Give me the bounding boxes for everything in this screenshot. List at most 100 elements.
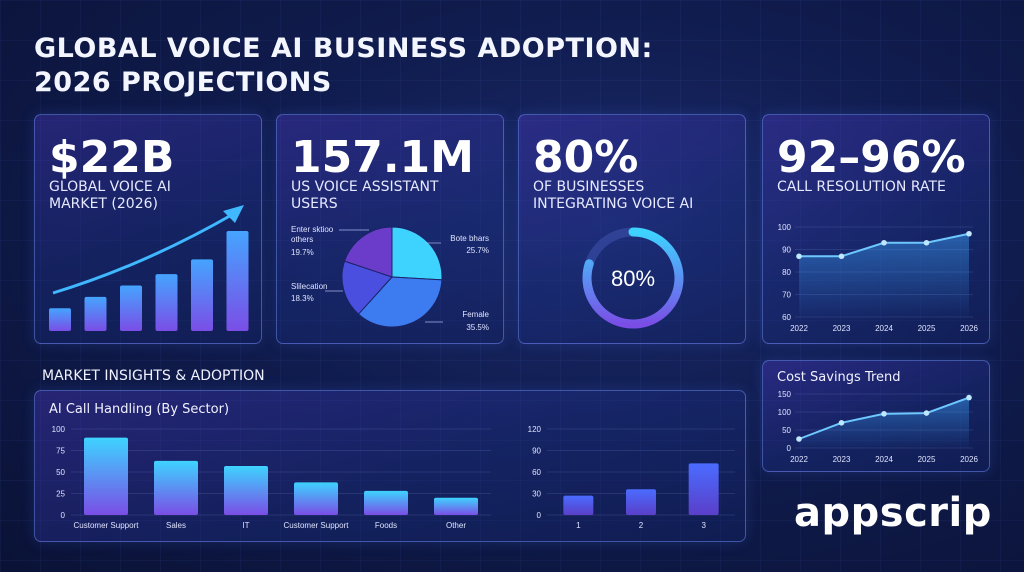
y-tick-label: 80 bbox=[782, 268, 791, 277]
x-category-label: 1 bbox=[576, 521, 581, 530]
y-tick-label: 75 bbox=[56, 447, 65, 456]
pie-pct: 18.3% bbox=[291, 294, 314, 303]
x-tick-label: 2023 bbox=[833, 455, 851, 464]
title-line-2: 2026 PROJECTIONS bbox=[34, 67, 332, 98]
kpi-label-line-2: INTEGRATING VOICE AI bbox=[533, 196, 694, 212]
x-category-label: IT bbox=[242, 521, 249, 530]
resolution-rate-chart: 60 70 80 90 100 2022 2023 2024 2025 2026 bbox=[778, 223, 979, 333]
pie-slice bbox=[357, 276, 443, 328]
x-category-label: Customer Support bbox=[284, 521, 350, 530]
kpi-label-line-1: CALL RESOLUTION RATE bbox=[777, 179, 946, 195]
bar bbox=[224, 465, 268, 515]
market-growth-chart bbox=[49, 205, 249, 331]
pie-label: Slilecation bbox=[291, 282, 327, 291]
x-tick-label: 2025 bbox=[918, 455, 936, 464]
kpi-label-line-2: MARKET (2026) bbox=[49, 196, 158, 212]
cost-savings-chart: 0 50 100 150 2022 2023 2024 2025 2026 bbox=[778, 390, 979, 464]
market-bar bbox=[155, 274, 178, 331]
market-bar bbox=[84, 296, 107, 331]
x-tick-label: 2026 bbox=[960, 324, 978, 333]
kpi-card-resolution: 92–96% CALL RESOLUTION RATE 60 70 80 90 100 2… bbox=[762, 114, 990, 344]
pie-pct: 19.7% bbox=[291, 248, 314, 257]
x-tick-label: 2025 bbox=[918, 324, 936, 333]
y-tick-label: 90 bbox=[532, 447, 541, 456]
y-tick-label: 0 bbox=[537, 511, 542, 520]
bar bbox=[434, 497, 478, 515]
kpi-card-users: 157.1M US VOICE ASSISTANT USERS Bote bha… bbox=[276, 114, 504, 344]
y-tick-label: 60 bbox=[532, 468, 541, 477]
y-tick-label: 50 bbox=[782, 426, 791, 435]
x-category-label: Other bbox=[446, 521, 466, 530]
kpi-value: 92–96% bbox=[777, 132, 966, 183]
cost-savings-title: Cost Savings Trend bbox=[777, 370, 901, 385]
y-tick-label: 0 bbox=[61, 511, 66, 520]
bar bbox=[688, 463, 719, 515]
y-tick-label: 25 bbox=[56, 490, 65, 499]
sector-bar-chart: 0 25 50 75 100 Customer Support Sales IT Custome… bbox=[52, 425, 735, 530]
bar bbox=[626, 489, 656, 515]
trend-arrow-line bbox=[52, 211, 236, 295]
kpi-label: CALL RESOLUTION RATE bbox=[777, 179, 946, 196]
donut-arc bbox=[582, 227, 684, 329]
x-category-label: Customer Support bbox=[74, 521, 140, 530]
pie-label: Enter sktioo bbox=[291, 225, 334, 234]
appscrip-logo: appscrip bbox=[794, 490, 992, 536]
area-fill bbox=[799, 397, 969, 448]
kpi-label-line-1: OF BUSINESSES bbox=[533, 179, 645, 195]
sector-chart-title: AI Call Handling (By Sector) bbox=[49, 402, 230, 417]
x-tick-label: 2024 bbox=[875, 324, 893, 333]
kpi-label: GLOBAL VOICE AI MARKET (2026) bbox=[49, 179, 171, 213]
donut-center-label: 80% bbox=[611, 266, 655, 291]
title-line-1: GLOBAL VOICE AI BUSINESS ADOPTION: bbox=[34, 33, 653, 64]
kpi-label-line-1: GLOBAL VOICE AI bbox=[49, 179, 171, 195]
x-tick-label: 2022 bbox=[790, 324, 808, 333]
kpi-label-line-1: US VOICE ASSISTANT bbox=[291, 179, 439, 195]
y-tick-label: 0 bbox=[787, 444, 792, 453]
bar bbox=[84, 437, 128, 515]
y-tick-label: 30 bbox=[532, 490, 541, 499]
x-tick-label: 2023 bbox=[833, 324, 851, 333]
data-point bbox=[838, 253, 845, 260]
data-point bbox=[923, 410, 930, 416]
kpi-label: OF BUSINESSES INTEGRATING VOICE AI bbox=[533, 179, 693, 213]
pie-slice bbox=[391, 226, 443, 281]
data-point bbox=[881, 239, 887, 246]
market-bar bbox=[120, 285, 142, 331]
bar bbox=[364, 490, 408, 515]
market-bar bbox=[226, 231, 249, 331]
x-tick-label: 2022 bbox=[790, 455, 808, 464]
kpi-value: 157.1M bbox=[291, 132, 474, 183]
pie-slice bbox=[343, 226, 393, 278]
x-category-label: Foods bbox=[375, 521, 397, 530]
pie-label: Female bbox=[462, 310, 489, 319]
data-point bbox=[881, 411, 887, 417]
y-tick-label: 100 bbox=[778, 223, 792, 232]
data-point bbox=[838, 420, 845, 426]
kpi-label-line-2: USERS bbox=[291, 196, 338, 212]
trend-arrow-head bbox=[223, 205, 244, 223]
x-category-label: 2 bbox=[639, 521, 644, 530]
data-point bbox=[966, 394, 972, 401]
page-title: GLOBAL VOICE AI BUSINESS ADOPTION: 2026 … bbox=[34, 32, 653, 100]
bar bbox=[563, 495, 594, 515]
integration-donut-chart: 80% bbox=[582, 227, 684, 329]
y-tick-label: 60 bbox=[782, 313, 791, 322]
kpi-card-market: $22B GLOBAL VOICE AI MARKET (2026) bbox=[34, 114, 262, 344]
sector-panel: AI Call Handling (By Sector) 0 25 50 75 100 C… bbox=[34, 390, 746, 542]
voice-users-pie-chart: Bote bhars 25.7% Female 35.5% Slilecation 18.… bbox=[291, 225, 490, 332]
market-bar bbox=[49, 308, 71, 331]
y-tick-label: 50 bbox=[56, 468, 65, 477]
section-title: MARKET INSIGHTS & ADOPTION bbox=[42, 368, 265, 384]
pie-label: others bbox=[291, 235, 313, 244]
y-tick-label: 90 bbox=[782, 246, 791, 255]
kpi-value: 80% bbox=[533, 132, 639, 183]
cost-savings-card: Cost Savings Trend 0 50 100 150 2022 2023 2024… bbox=[762, 360, 990, 472]
data-point bbox=[796, 253, 802, 260]
x-tick-label: 2026 bbox=[960, 455, 978, 464]
market-bar bbox=[191, 259, 213, 331]
x-category-label: 3 bbox=[701, 521, 706, 530]
y-tick-label: 100 bbox=[778, 408, 792, 417]
area-fill bbox=[799, 233, 969, 317]
pie-label: Bote bhars bbox=[450, 234, 489, 243]
y-tick-label: 70 bbox=[782, 291, 791, 300]
